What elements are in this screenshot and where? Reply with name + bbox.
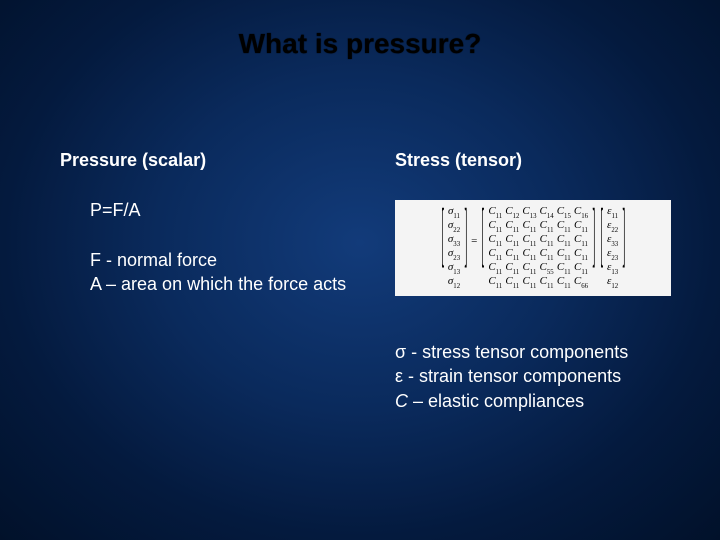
stress-tensor-equation: σ11C11C12C13C14C15C16ε11σ22C11C11C11C11C… bbox=[395, 200, 671, 296]
pressure-description: F - normal force A – area on which the f… bbox=[90, 248, 346, 297]
legend-epsilon: ε - strain tensor components bbox=[395, 366, 621, 386]
desc-line-A: A – area on which the force acts bbox=[90, 274, 346, 294]
left-heading: Pressure (scalar) bbox=[60, 150, 206, 171]
tensor-legend: σ - stress tensor components ε - strain … bbox=[395, 340, 628, 413]
right-heading: Stress (tensor) bbox=[395, 150, 522, 171]
legend-sigma: σ - stress tensor components bbox=[395, 342, 628, 362]
matrix-table: σ11C11C12C13C14C15C16ε11σ22C11C11C11C11C… bbox=[438, 206, 627, 290]
pressure-formula: P=F/A bbox=[90, 200, 141, 221]
desc-line-F: F - normal force bbox=[90, 250, 217, 270]
slide-title: What is pressure? bbox=[0, 28, 720, 60]
legend-C: C – elastic compliances bbox=[395, 391, 584, 411]
